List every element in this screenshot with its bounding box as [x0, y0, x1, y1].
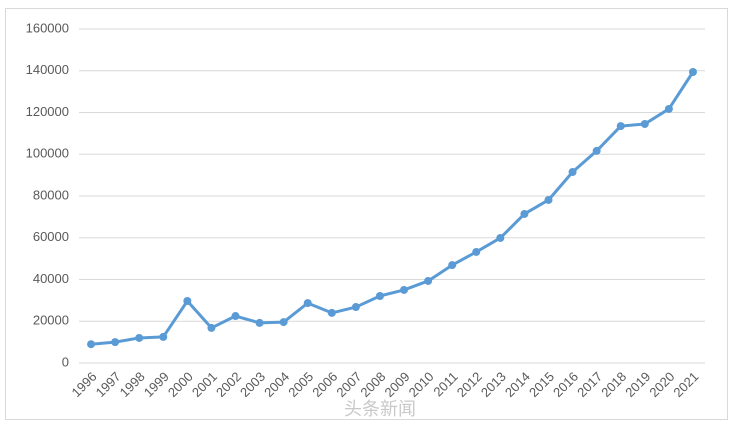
data-point: [111, 338, 120, 347]
data-point: [688, 68, 697, 77]
y-tick-label: 120000: [26, 104, 69, 119]
data-point: [159, 332, 168, 341]
y-tick-label: 80000: [33, 187, 69, 202]
y-tick-label: 0: [62, 354, 69, 369]
data-point: [592, 146, 601, 155]
data-point: [568, 167, 577, 176]
y-tick-label: 140000: [26, 62, 69, 77]
data-point: [327, 308, 336, 317]
data-point: [135, 333, 144, 342]
y-tick-label: 100000: [26, 146, 69, 161]
watermark: 头条新闻: [344, 399, 416, 419]
data-point: [448, 261, 457, 270]
data-point: [351, 303, 360, 312]
data-point: [544, 195, 553, 204]
chart-border: [5, 8, 728, 420]
data-point: [616, 122, 625, 131]
data-point: [279, 318, 288, 327]
data-point: [520, 209, 529, 218]
y-tick-label: 40000: [33, 271, 69, 286]
data-point: [255, 318, 264, 327]
y-tick-label: 20000: [33, 313, 69, 328]
y-tick-label: 60000: [33, 229, 69, 244]
data-point: [472, 247, 481, 256]
data-point: [375, 291, 384, 300]
data-point: [87, 340, 96, 349]
data-point: [183, 297, 192, 306]
data-point: [303, 299, 312, 308]
data-point: [664, 104, 673, 113]
data-point: [640, 119, 649, 128]
data-line: [90, 71, 695, 346]
data-point: [424, 276, 433, 285]
data-point: [207, 323, 216, 332]
data-point: [231, 312, 240, 321]
y-tick-label: 160000: [26, 20, 69, 35]
data-point: [400, 285, 409, 294]
data-point: [496, 233, 505, 242]
